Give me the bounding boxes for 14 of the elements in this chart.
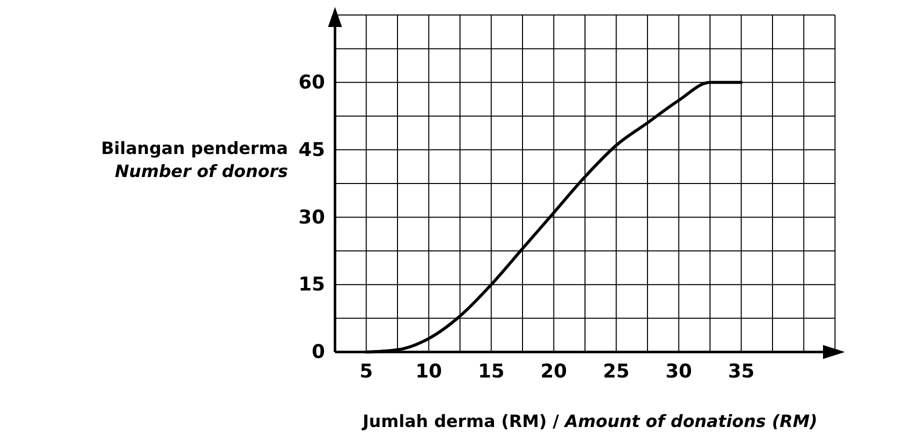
x-tick-label: 15 (478, 360, 504, 382)
y-tick-label: 60 (298, 71, 325, 94)
x-axis-title: Jumlah derma (RM) / Amount of donations (RM) (362, 412, 818, 432)
y-tick-label: 15 (298, 274, 325, 296)
y-tick-label: 45 (298, 138, 325, 161)
x-tick-label: 25 (603, 360, 630, 382)
y-axis-title: Bilangan penderma Number of donors (101, 139, 288, 182)
x-tick-label: 35 (728, 360, 754, 382)
x-tick-label: 10 (416, 360, 442, 382)
y-tick-label: 0 (312, 341, 325, 364)
x-tick-label: 5 (360, 360, 373, 382)
x-tick-label: 30 (666, 360, 692, 382)
y-tick-label: 30 (298, 206, 325, 228)
x-tick-label: 20 (540, 360, 567, 382)
